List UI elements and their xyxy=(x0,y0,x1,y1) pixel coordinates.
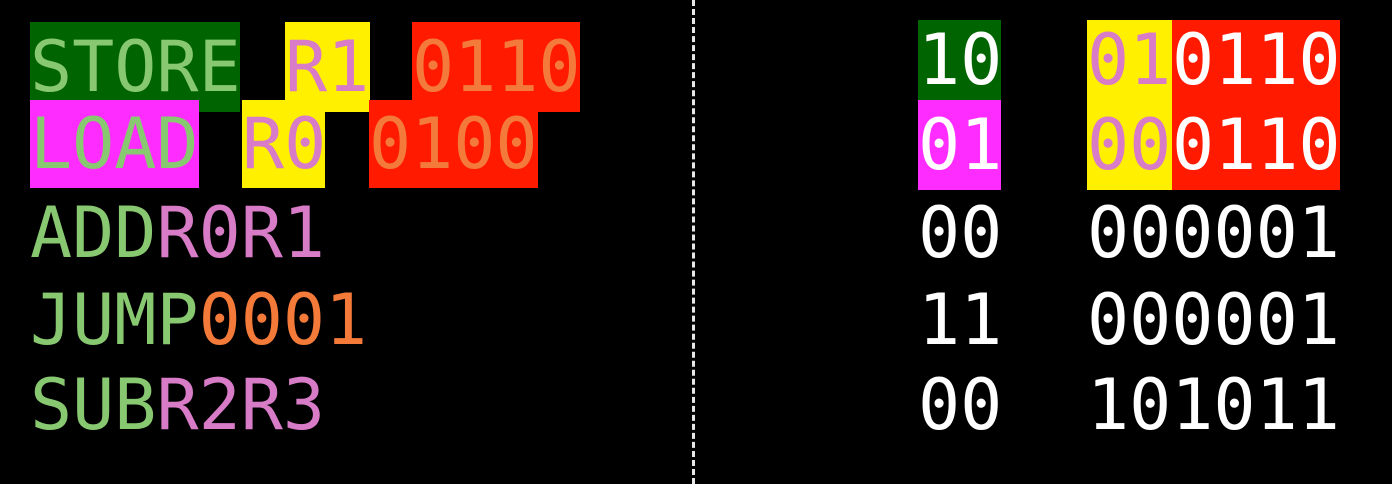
register-bits: 00 xyxy=(1087,100,1172,190)
opcode-bits: 00 xyxy=(918,192,1003,274)
register: R1 xyxy=(285,22,370,112)
assembly-line-1: STORE R1 0110 xyxy=(30,22,581,112)
register: R1 xyxy=(240,192,326,274)
machine-line-3: 00 000001 xyxy=(918,190,1340,276)
operand-bits: 000001 xyxy=(1087,279,1340,361)
dashed-divider xyxy=(692,0,695,484)
opcode: SUB xyxy=(30,364,157,446)
opcode-bits: 11 xyxy=(918,279,1003,361)
machine-line-5: 00 101011 xyxy=(918,362,1340,448)
assembly-line-5: SUB R2 R3 xyxy=(30,362,325,448)
register: R0 xyxy=(242,100,326,188)
opcode: STORE xyxy=(30,22,241,112)
assembly-line-2: LOAD R0 0100 xyxy=(30,100,538,188)
opcode: ADD xyxy=(30,192,157,274)
opcode-bits: 01 xyxy=(918,100,1002,190)
operand-bits: 101011 xyxy=(1087,364,1340,446)
address: 0110 xyxy=(412,22,581,112)
machine-line-1: 10 01 0110 xyxy=(918,19,1341,101)
opcode: LOAD xyxy=(30,100,199,188)
address-bits: 0110 xyxy=(1172,19,1341,101)
address: 0001 xyxy=(198,279,368,361)
register: R0 xyxy=(156,192,241,274)
opcode-bits: 00 xyxy=(918,364,1003,446)
address: 0100 xyxy=(369,100,538,188)
register-bits: 01 xyxy=(1087,19,1172,101)
opcode-bits: 10 xyxy=(918,19,1003,101)
assembly-line-3: ADD R0 R1 xyxy=(30,190,325,276)
register: R2 xyxy=(156,364,241,446)
machine-line-2: 01 00 0110 xyxy=(918,100,1341,190)
operand-bits: 000001 xyxy=(1087,192,1340,274)
opcode: JUMP xyxy=(30,279,199,361)
assembly-line-4: JUMP 0001 xyxy=(30,277,367,363)
machine-line-4: 11 000001 xyxy=(918,277,1340,363)
register: R3 xyxy=(240,364,326,446)
address-bits: 0110 xyxy=(1172,100,1341,190)
